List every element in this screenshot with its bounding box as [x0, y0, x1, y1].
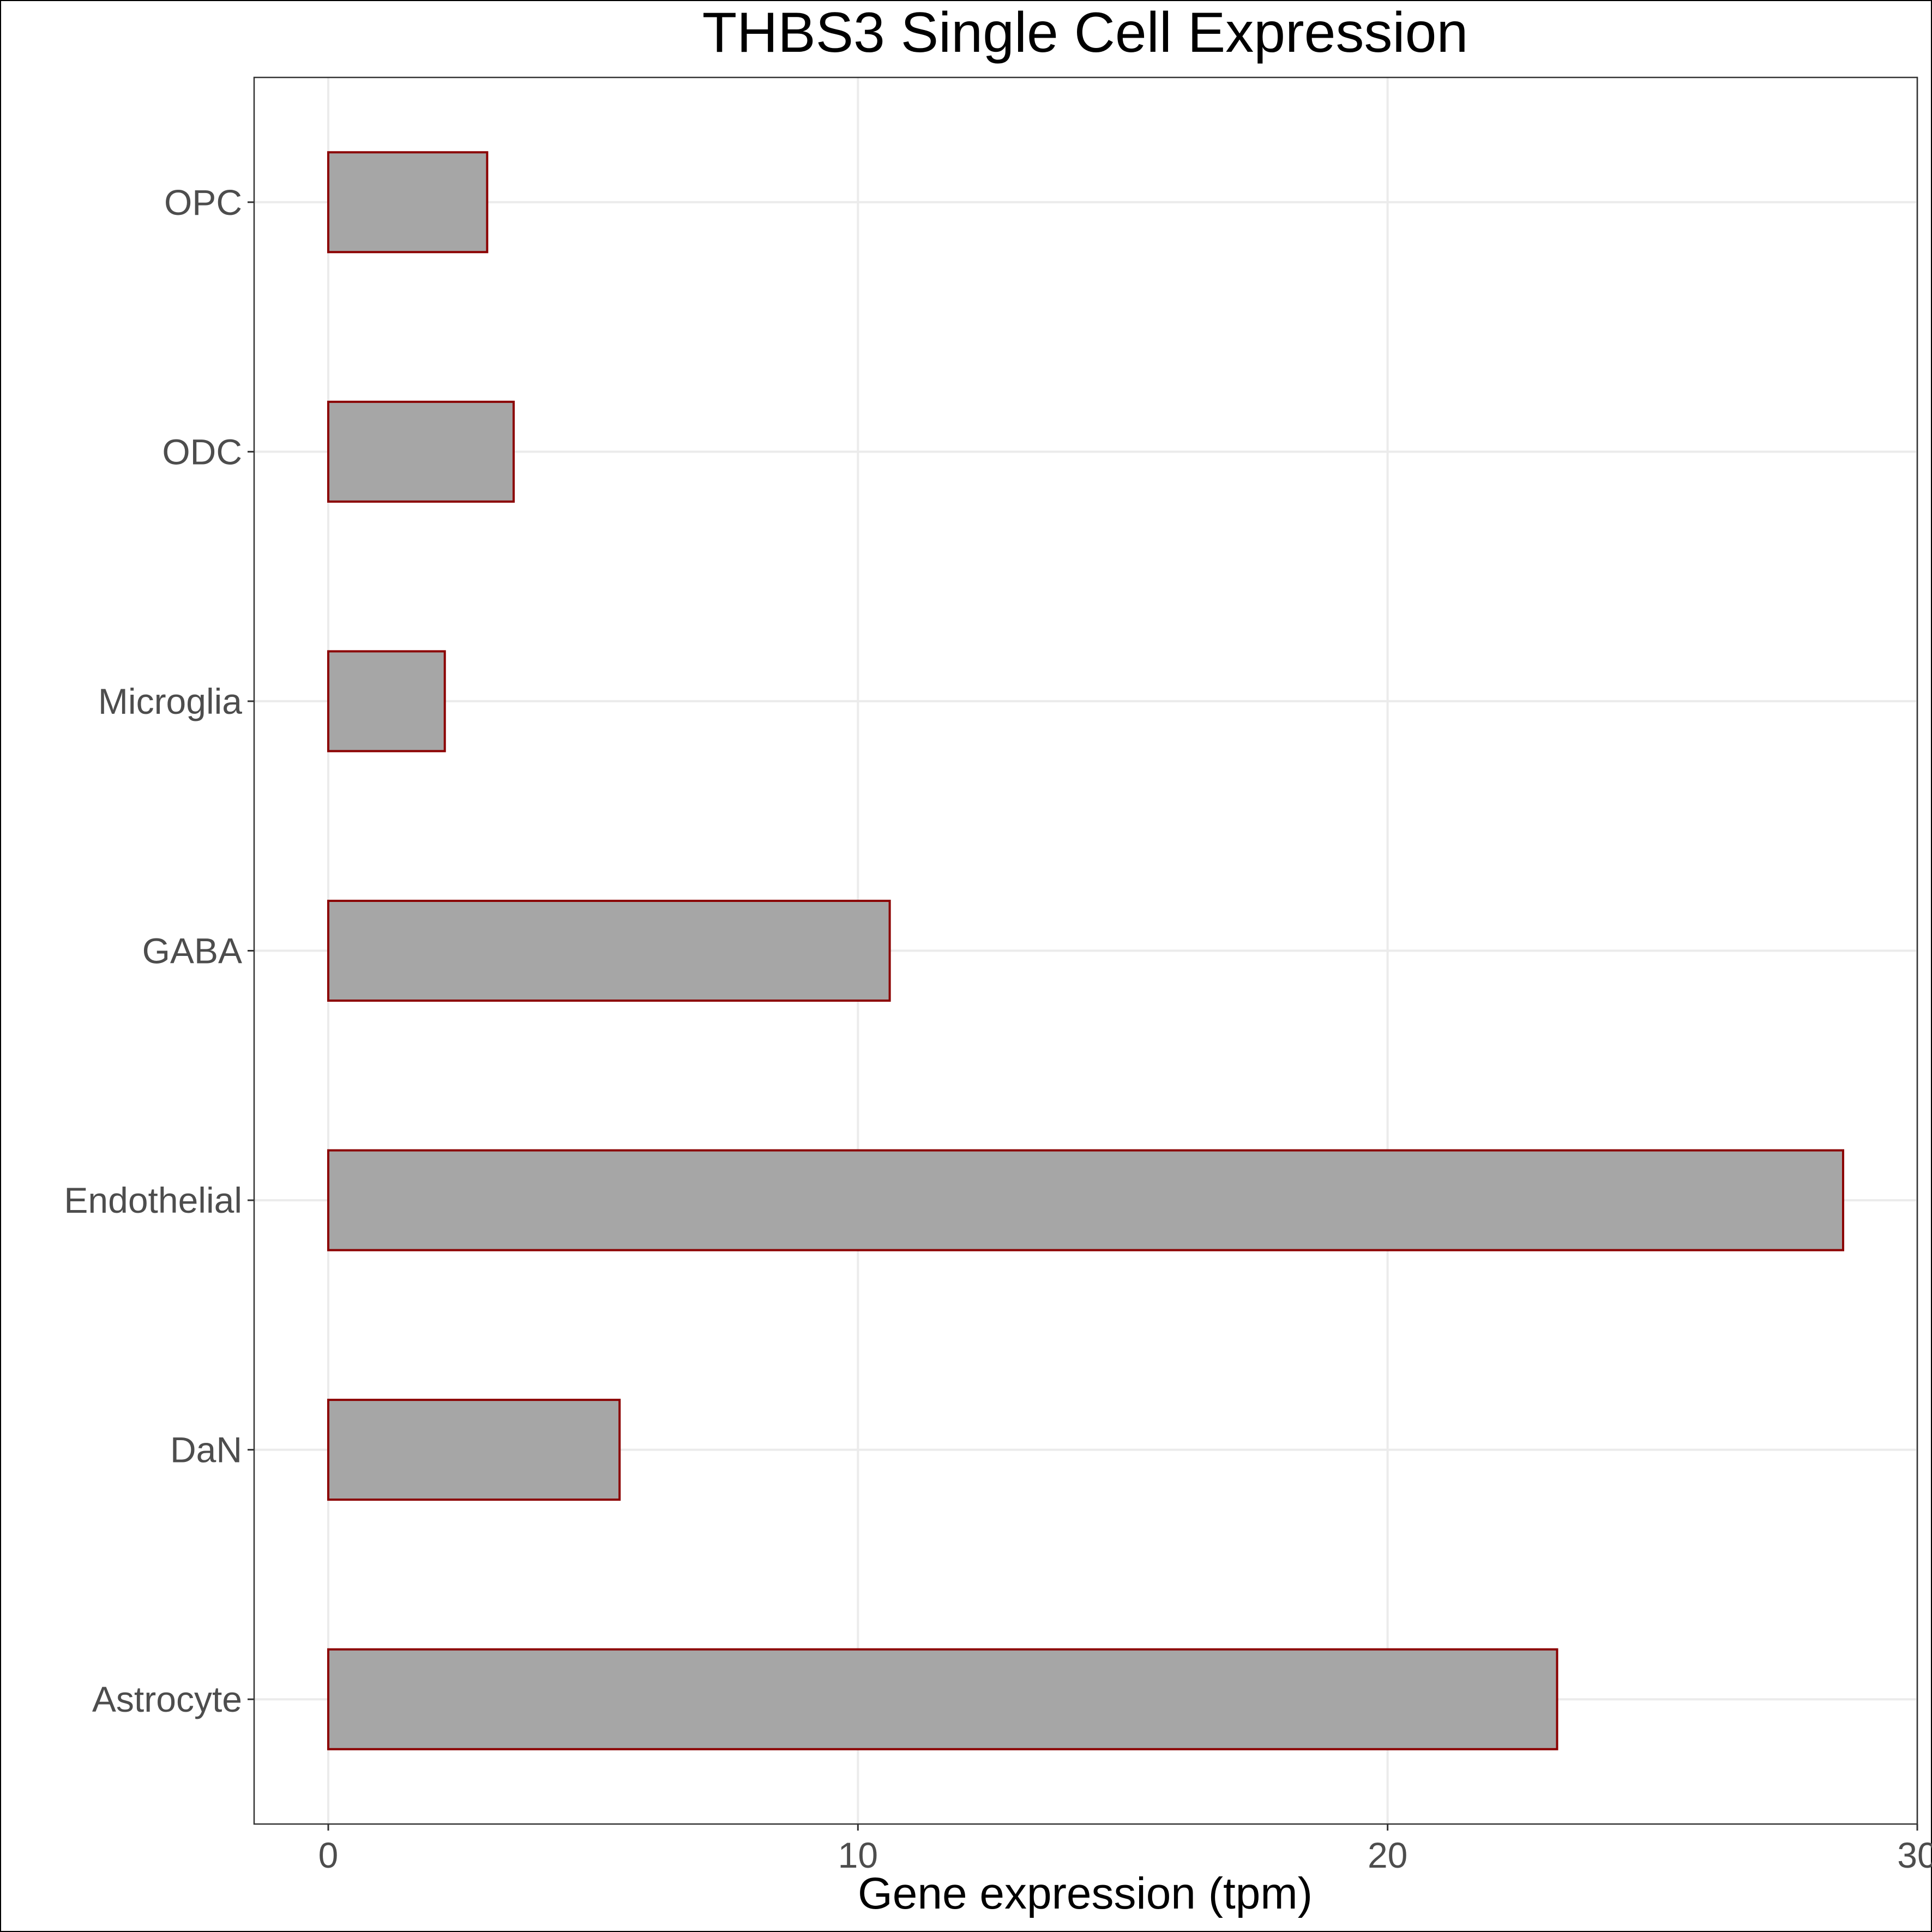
- x-tick-label: 0: [318, 1835, 339, 1875]
- bar: [327, 899, 891, 1002]
- y-tick-label: Microglia: [98, 681, 242, 721]
- y-tick-label: DaN: [170, 1430, 242, 1470]
- x-tick-label: 30: [1897, 1835, 1932, 1875]
- chart-title: THBS3 Single Cell Expression: [702, 1, 1468, 64]
- bar-layer: [327, 151, 1845, 1750]
- y-tick-label: Astrocyte: [92, 1679, 242, 1719]
- x-tick-label: 20: [1368, 1835, 1407, 1875]
- bar: [327, 1399, 621, 1501]
- bar: [327, 1149, 1845, 1251]
- x-axis-title: Gene expression (tpm): [858, 1869, 1313, 1918]
- bar: [327, 151, 489, 254]
- y-tick-label: Endothelial: [64, 1180, 242, 1220]
- x-tick-label: 10: [838, 1835, 878, 1875]
- y-tick-label: ODC: [162, 431, 242, 472]
- y-tick-label: OPC: [164, 182, 242, 222]
- y-tick-label: GABA: [142, 931, 242, 971]
- bar: [327, 400, 515, 503]
- bar: [327, 1648, 1558, 1750]
- x-tick-layer: 0 10 20 30: [318, 1824, 1932, 1875]
- bar: [327, 650, 446, 753]
- y-tick-layer: Astrocyte DaN Endothelial GABA Microglia ODC O…: [64, 182, 254, 1719]
